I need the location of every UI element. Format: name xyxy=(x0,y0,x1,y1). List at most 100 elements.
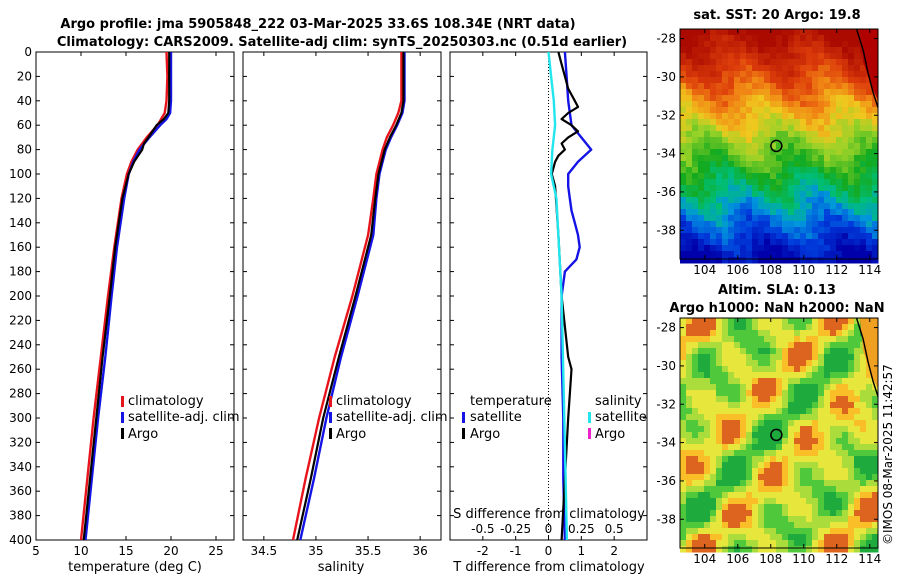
map-cell xyxy=(752,360,759,367)
map-cell xyxy=(872,522,879,529)
map-cell xyxy=(866,486,873,493)
map-cell xyxy=(848,59,855,66)
map-cell xyxy=(848,354,855,361)
map-cell xyxy=(728,179,735,186)
map-cell xyxy=(800,366,807,373)
legend-climatology: climatology xyxy=(336,394,412,409)
map-cell xyxy=(740,450,747,457)
map-cell xyxy=(782,384,789,391)
map-cell xyxy=(818,179,825,186)
map-cell xyxy=(770,89,777,96)
map-cell xyxy=(806,77,813,84)
y-tick-label: 60 xyxy=(17,118,32,132)
map-cell xyxy=(776,101,783,108)
map-cell xyxy=(848,53,855,60)
y-tick-label: 140 xyxy=(9,216,32,230)
map-cell xyxy=(734,444,741,451)
map-cell xyxy=(842,209,849,216)
map-cell xyxy=(866,504,873,511)
map-cell xyxy=(812,474,819,481)
map-cell xyxy=(824,384,831,391)
map-cell xyxy=(866,89,873,96)
map-cell xyxy=(854,125,861,132)
map-cell xyxy=(794,59,801,66)
map-cell xyxy=(698,330,705,337)
map-cell xyxy=(704,47,711,54)
map-cell xyxy=(830,366,837,373)
map-cell xyxy=(818,131,825,138)
map-cell xyxy=(794,251,801,258)
map-cell xyxy=(848,227,855,234)
y-tick-label: 0 xyxy=(24,45,32,59)
map-cell xyxy=(764,318,771,325)
map-cell xyxy=(842,149,849,156)
map-cell xyxy=(728,47,735,54)
map-cell xyxy=(830,462,837,469)
map-cell xyxy=(800,149,807,156)
x-tick-label: 34.5 xyxy=(250,544,277,558)
map-cell xyxy=(788,492,795,499)
map-cell xyxy=(686,462,693,469)
map-cell xyxy=(698,384,705,391)
map-cell xyxy=(800,528,807,535)
map-cell xyxy=(782,227,789,234)
map-cell xyxy=(782,77,789,84)
map-cell xyxy=(800,245,807,252)
map-cell xyxy=(710,414,717,421)
map-cell xyxy=(716,396,723,403)
x-tick-label: 106 xyxy=(726,552,749,566)
map-cell xyxy=(830,420,837,427)
map-cell xyxy=(806,516,813,523)
map-cell xyxy=(734,348,741,355)
map-cell xyxy=(866,528,873,535)
map-cell xyxy=(800,209,807,216)
map-cell xyxy=(770,227,777,234)
map-cell xyxy=(806,474,813,481)
map-cell xyxy=(806,113,813,120)
map-cell xyxy=(722,41,729,48)
map-cell xyxy=(788,522,795,529)
map-cell xyxy=(806,29,813,36)
map-cell xyxy=(842,239,849,246)
map-cell xyxy=(728,257,735,264)
map-cell xyxy=(836,354,843,361)
map-cell xyxy=(722,408,729,415)
map-cell xyxy=(848,534,855,541)
map-cell xyxy=(716,149,723,156)
map-cell xyxy=(734,456,741,463)
map-cell xyxy=(776,59,783,66)
map-cell xyxy=(866,203,873,210)
map-cell xyxy=(692,215,699,222)
map-cell xyxy=(752,239,759,246)
map-cell xyxy=(776,89,783,96)
map-cell xyxy=(812,444,819,451)
map-cell xyxy=(842,420,849,427)
map-cell xyxy=(680,438,687,445)
map-cell xyxy=(746,348,753,355)
map-cell xyxy=(818,318,825,325)
map-cell xyxy=(716,197,723,204)
map-cell xyxy=(710,348,717,355)
map-cell xyxy=(722,318,729,325)
map-cell xyxy=(776,149,783,156)
map-cell xyxy=(806,143,813,150)
map-cell xyxy=(680,167,687,174)
map-cell xyxy=(692,336,699,343)
map-cell xyxy=(842,185,849,192)
map-cell xyxy=(854,504,861,511)
map-cell xyxy=(800,402,807,409)
map-cell xyxy=(710,221,717,228)
map-cell xyxy=(848,131,855,138)
map-cell xyxy=(686,209,693,216)
map-cell xyxy=(740,420,747,427)
map-cell xyxy=(806,462,813,469)
map-cell xyxy=(758,516,765,523)
map-cell xyxy=(680,474,687,481)
map-cell xyxy=(836,245,843,252)
map-cell xyxy=(704,215,711,222)
map-cell xyxy=(770,125,777,132)
map-cell xyxy=(692,191,699,198)
map-cell xyxy=(818,185,825,192)
map-cell xyxy=(824,65,831,72)
map-cell xyxy=(836,209,843,216)
